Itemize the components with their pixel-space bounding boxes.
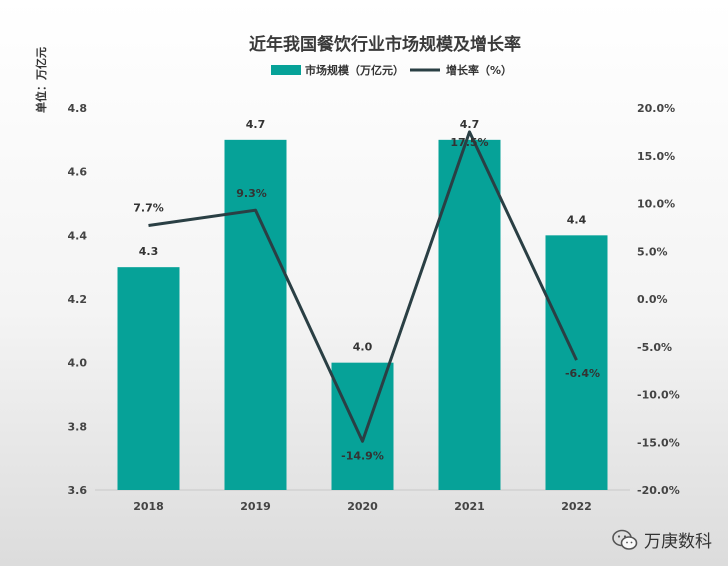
bar bbox=[545, 235, 608, 490]
bar-value-label: 4.3 bbox=[139, 245, 159, 258]
y-left-tick: 4.0 bbox=[68, 357, 88, 370]
y-left-tick: 4.2 bbox=[68, 293, 88, 306]
y-left-tick: 3.8 bbox=[68, 420, 88, 433]
legend-swatch-bar bbox=[271, 65, 301, 75]
wechat-icon bbox=[612, 529, 638, 550]
bar-value-label: 4.7 bbox=[460, 118, 480, 131]
chart-title: 近年我国餐饮行业市场规模及增长率 bbox=[249, 34, 521, 55]
watermark-text: 万庚数科 bbox=[644, 532, 712, 552]
y-left-tick: 4.6 bbox=[68, 166, 88, 179]
x-tick-label: 2020 bbox=[347, 500, 378, 513]
x-tick-label: 2018 bbox=[133, 500, 164, 513]
x-tick-label: 2019 bbox=[240, 500, 271, 513]
y-right-tick: 5.0% bbox=[637, 245, 668, 258]
rate-line bbox=[148, 130, 578, 443]
bar-value-label: 4.4 bbox=[567, 213, 587, 226]
y-right-tick: 20.0% bbox=[637, 102, 675, 115]
rate-value-label: -6.4% bbox=[565, 367, 600, 380]
y-right-tick: -5.0% bbox=[637, 341, 672, 354]
unit-label: 单位：万亿元 bbox=[34, 47, 48, 113]
y-left-tick: 4.4 bbox=[68, 229, 88, 242]
legend-label-bar: 市场规模（万亿元） bbox=[305, 63, 404, 77]
legend-label-line: 增长率（%） bbox=[446, 63, 512, 77]
rate-value-label: 7.7% bbox=[133, 201, 164, 214]
bar-value-label: 4.7 bbox=[246, 118, 266, 131]
bar bbox=[224, 139, 287, 491]
bar bbox=[117, 267, 180, 490]
y-right-tick: -10.0% bbox=[637, 389, 680, 402]
y-right-tick: 0.0% bbox=[637, 293, 668, 306]
y-right-tick: 15.0% bbox=[637, 150, 675, 163]
y-right-tick: 10.0% bbox=[637, 198, 675, 211]
y-left-tick: 3.6 bbox=[68, 484, 88, 497]
x-tick-label: 2022 bbox=[561, 500, 592, 513]
y-left-tick: 4.8 bbox=[68, 102, 88, 115]
bar bbox=[438, 139, 501, 491]
rate-value-label: -14.9% bbox=[341, 449, 384, 462]
y-right-tick: -15.0% bbox=[637, 436, 680, 449]
y-right-tick: -20.0% bbox=[637, 484, 680, 497]
x-tick-label: 2021 bbox=[454, 500, 485, 513]
watermark: 万庚数科 bbox=[612, 527, 712, 552]
rate-value-label: 17.5% bbox=[450, 136, 488, 149]
rate-value-label: 9.3% bbox=[236, 187, 267, 200]
bar-value-label: 4.0 bbox=[353, 341, 373, 354]
